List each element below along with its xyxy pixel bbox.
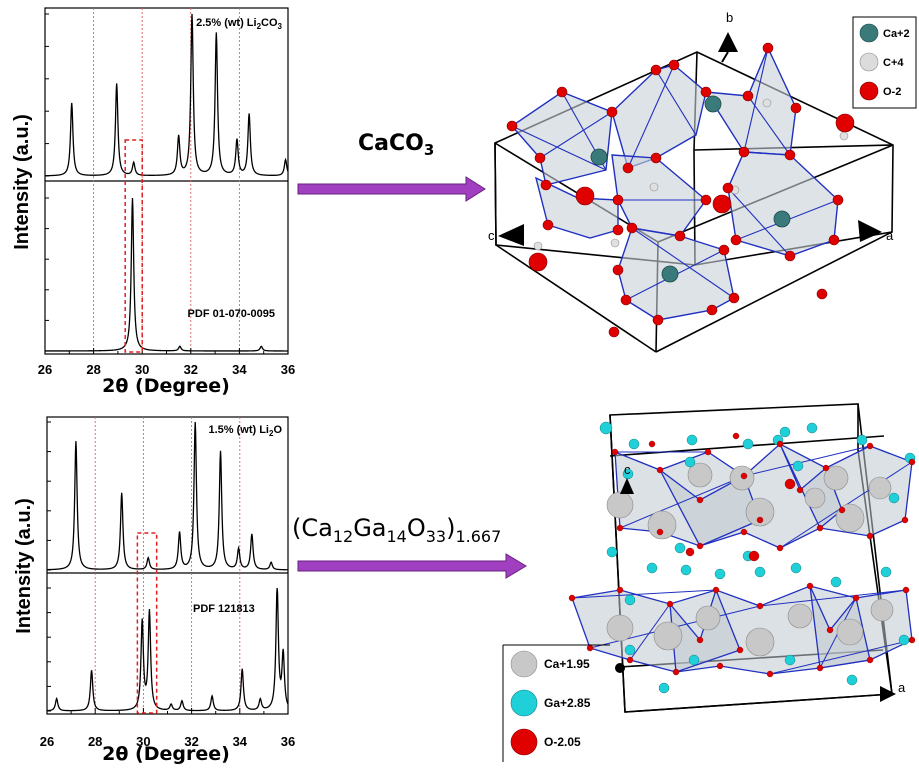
xlabel-bottom: 2θ (Degree) bbox=[102, 743, 230, 765]
formula-top: CaCO3 bbox=[358, 131, 434, 159]
xrd-curve-bottom-lower bbox=[46, 587, 289, 712]
legend-label-ga285: Ga+2.85 bbox=[544, 696, 591, 710]
legend-swatch-ga285 bbox=[510, 689, 538, 717]
xtick-label-34: 34 bbox=[232, 362, 247, 377]
xtick-label-36: 36 bbox=[281, 362, 295, 377]
ylabel-top: Intensity (a.u.) bbox=[11, 114, 33, 250]
xtick-label-36: 36 bbox=[281, 734, 295, 749]
highlight-box-bottom bbox=[136, 532, 158, 714]
xtick-labels-bottom: 26 28 30 32 34 36 bbox=[40, 734, 295, 749]
arrow-bottom: (Ca12Ga14O33)1.667 bbox=[292, 514, 527, 579]
xrd-panel-top: 2.5% (wt) Li2CO3 PDF 01-070-0095 Intensi… bbox=[11, 7, 295, 397]
axis-arrows-bottom: a c bbox=[615, 462, 906, 702]
xtick-label-30: 30 bbox=[136, 734, 150, 749]
xrd-bottom-ticks bbox=[46, 421, 289, 714]
legend-swatch-c4 bbox=[859, 52, 879, 72]
polyhedra-top bbox=[510, 46, 839, 321]
legend-label-ca195: Ca+1.95 bbox=[544, 657, 590, 671]
xtick-label-34: 34 bbox=[233, 734, 248, 749]
xtick-label-32: 32 bbox=[184, 734, 198, 749]
axis-c-bottom: c bbox=[624, 462, 631, 477]
atoms-ca-bottom bbox=[606, 462, 894, 657]
crystal-structure-top: b a c Ca+2 C+4 O-2 bbox=[488, 10, 917, 353]
legend-label-c4: C+4 bbox=[883, 57, 904, 69]
xtick-label-26: 26 bbox=[38, 362, 52, 377]
axis-a-bottom: a bbox=[898, 680, 906, 695]
xtick-label-30: 30 bbox=[135, 362, 149, 377]
xtick-label-28: 28 bbox=[86, 362, 100, 377]
xtick-label-26: 26 bbox=[40, 734, 54, 749]
axis-a-top: a bbox=[886, 228, 894, 243]
axis-b-top: b bbox=[726, 10, 733, 25]
legend-swatch-ca195 bbox=[510, 650, 538, 678]
xrd-panel-bottom: 1.5% (wt) Li2O PDF 121813 Intensity (a.u… bbox=[13, 416, 295, 765]
crystal-structure-bottom: a c Ca+1.95 Ga+2.85 O-2.05 bbox=[502, 403, 916, 762]
legend-bottom: Ca+1.95 Ga+2.85 O-2.05 bbox=[502, 644, 610, 762]
bonds-top bbox=[511, 47, 839, 301]
arrow-top: CaCO3 bbox=[297, 131, 486, 202]
legend-label-ca2: Ca+2 bbox=[883, 28, 910, 40]
formula-bottom: (Ca12Ga14O33)1.667 bbox=[292, 514, 501, 546]
xrd-bottom-gridlines bbox=[94, 417, 241, 714]
axis-arrows-top: b a c bbox=[488, 10, 894, 246]
xrd-curve-top-upper bbox=[44, 13, 289, 177]
xrd-curve-bottom-upper bbox=[46, 421, 288, 571]
label-bottom-upper: 1.5% (wt) Li2O bbox=[208, 424, 282, 438]
legend-swatch-o2 bbox=[859, 81, 879, 101]
atoms-o-bottom bbox=[568, 432, 916, 678]
atoms-c-top bbox=[533, 98, 849, 251]
label-top-upper: 2.5% (wt) Li2CO3 bbox=[196, 17, 282, 31]
atoms-ca-top bbox=[590, 95, 791, 283]
atoms-o-top bbox=[506, 42, 855, 338]
xrd-curve-top-lower bbox=[45, 197, 288, 352]
xtick-label-32: 32 bbox=[184, 362, 198, 377]
legend-top: Ca+2 C+4 O-2 bbox=[852, 16, 917, 109]
legend-swatch-ca2 bbox=[859, 23, 879, 43]
legend-swatch-o205 bbox=[510, 728, 538, 756]
axis-c-top: c bbox=[488, 228, 495, 243]
highlight-box-top bbox=[124, 139, 143, 353]
xrd-top-ticks bbox=[44, 13, 289, 354]
arrow-bottom-shape bbox=[297, 553, 527, 579]
xtick-labels-top: 26 28 30 32 34 36 bbox=[38, 362, 295, 377]
xlabel-top: 2θ (Degree) bbox=[102, 375, 230, 397]
legend-label-o2: O-2 bbox=[883, 86, 901, 98]
legend-label-o205: O-2.05 bbox=[544, 735, 581, 749]
ylabel-bottom: Intensity (a.u.) bbox=[13, 498, 35, 634]
label-bottom-lower: PDF 121813 bbox=[193, 603, 255, 615]
arrow-top-shape bbox=[297, 176, 486, 202]
xtick-label-28: 28 bbox=[88, 734, 102, 749]
label-top-lower: PDF 01-070-0095 bbox=[188, 308, 275, 320]
